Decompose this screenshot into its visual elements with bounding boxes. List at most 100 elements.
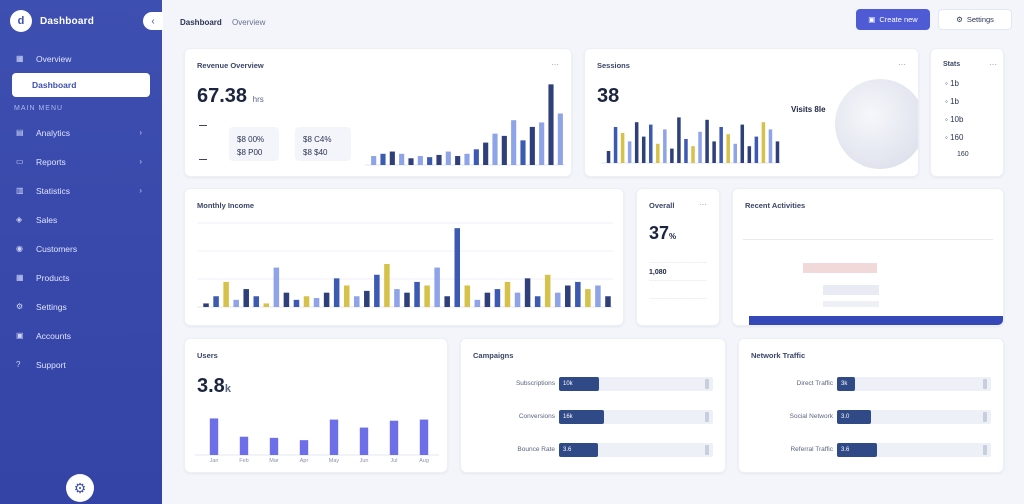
table-scrollbar[interactable] bbox=[749, 316, 1004, 325]
chart-bar[interactable] bbox=[314, 298, 320, 307]
chart-bar[interactable] bbox=[575, 282, 581, 307]
chart-bar[interactable] bbox=[719, 127, 723, 163]
chart-bar[interactable] bbox=[270, 438, 278, 455]
more-icon[interactable]: ⋯ bbox=[699, 200, 707, 209]
chart-bar[interactable] bbox=[324, 293, 330, 307]
chart-bar[interactable] bbox=[663, 129, 667, 163]
chart-bar[interactable] bbox=[733, 144, 737, 163]
chart-bar[interactable] bbox=[444, 296, 450, 307]
sidebar-item-sales[interactable]: ◈ Sales bbox=[0, 205, 162, 234]
chart-bar[interactable] bbox=[284, 293, 290, 307]
chart-bar[interactable] bbox=[380, 154, 385, 165]
settings-gear-icon[interactable]: ⚙ bbox=[66, 474, 94, 502]
chart-bar[interactable] bbox=[374, 275, 380, 307]
chart-bar[interactable] bbox=[203, 303, 209, 307]
brand[interactable]: d Dashboard bbox=[10, 10, 94, 32]
collapse-sidebar-button[interactable]: ‹ bbox=[143, 12, 163, 30]
sidebar-item-reports[interactable]: ▭ Reports › bbox=[0, 147, 162, 176]
chart-bar[interactable] bbox=[545, 275, 551, 307]
chart-bar[interactable] bbox=[535, 296, 541, 307]
chart-bar[interactable] bbox=[399, 154, 404, 165]
chart-bar[interactable] bbox=[642, 137, 646, 163]
sidebar-item-overview[interactable]: ▦ Overview bbox=[0, 44, 162, 73]
chart-bar[interactable] bbox=[240, 437, 248, 455]
chart-bar[interactable] bbox=[495, 289, 501, 307]
chart-bar[interactable] bbox=[605, 296, 611, 307]
chart-bar[interactable] bbox=[330, 420, 338, 455]
chart-bar[interactable] bbox=[515, 293, 521, 307]
chart-bar[interactable] bbox=[558, 113, 563, 165]
chart-bar[interactable] bbox=[364, 291, 370, 307]
more-icon[interactable]: ⋯ bbox=[551, 60, 559, 69]
chart-bar[interactable] bbox=[485, 293, 491, 307]
chart-bar[interactable] bbox=[656, 144, 660, 163]
breadcrumb-sub[interactable]: Overview bbox=[232, 18, 265, 27]
chart-bar[interactable] bbox=[741, 125, 745, 163]
chart-bar[interactable] bbox=[454, 228, 460, 307]
chart-bar[interactable] bbox=[371, 156, 376, 165]
chart-bar[interactable] bbox=[254, 296, 260, 307]
chart-bar[interactable] bbox=[520, 140, 525, 165]
more-icon[interactable]: ⋯ bbox=[898, 60, 906, 69]
breadcrumb-current[interactable]: Dashboard bbox=[180, 18, 222, 27]
sidebar-item-analytics[interactable]: ▤ Analytics › bbox=[0, 118, 162, 147]
chart-bar[interactable] bbox=[344, 286, 350, 308]
chart-bar[interactable] bbox=[726, 134, 730, 163]
more-icon[interactable]: ⋯ bbox=[989, 60, 997, 69]
chart-bar[interactable] bbox=[394, 289, 400, 307]
chart-bar[interactable] bbox=[502, 136, 507, 165]
sidebar-item-customers[interactable]: ◉ Customers bbox=[0, 234, 162, 263]
sidebar-item-dashboard[interactable]: Dashboard bbox=[12, 73, 150, 97]
chart-bar[interactable] bbox=[762, 122, 766, 163]
chart-bar[interactable] bbox=[465, 286, 471, 308]
chart-bar[interactable] bbox=[390, 421, 398, 455]
sidebar-item-statistics[interactable]: ▥ Statistics › bbox=[0, 176, 162, 205]
chart-bar[interactable] bbox=[530, 127, 535, 165]
chart-bar[interactable] bbox=[705, 120, 709, 163]
chart-bar[interactable] bbox=[474, 149, 479, 165]
chart-bar[interactable] bbox=[414, 282, 420, 307]
chart-bar[interactable] bbox=[525, 278, 531, 307]
chart-bar[interactable] bbox=[427, 157, 432, 165]
chart-bar[interactable] bbox=[684, 139, 688, 163]
chart-bar[interactable] bbox=[595, 286, 601, 308]
chart-bar[interactable] bbox=[294, 300, 300, 307]
chart-bar[interactable] bbox=[408, 158, 413, 165]
sidebar-item-products[interactable]: ▦ Products bbox=[0, 263, 162, 292]
create-new-button[interactable]: ▣ Create new bbox=[856, 9, 930, 30]
chart-bar[interactable] bbox=[243, 289, 249, 307]
chart-bar[interactable] bbox=[304, 296, 310, 307]
chart-bar[interactable] bbox=[585, 289, 591, 307]
chart-bar[interactable] bbox=[464, 154, 469, 165]
chart-bar[interactable] bbox=[614, 127, 618, 163]
chart-bar[interactable] bbox=[492, 134, 497, 165]
chart-bar[interactable] bbox=[264, 303, 270, 307]
chart-bar[interactable] bbox=[434, 268, 440, 307]
chart-bar[interactable] bbox=[621, 133, 625, 163]
chart-bar[interactable] bbox=[635, 122, 639, 163]
chart-bar[interactable] bbox=[712, 141, 716, 163]
chart-bar[interactable] bbox=[539, 122, 544, 165]
chart-bar[interactable] bbox=[628, 141, 632, 163]
chart-bar[interactable] bbox=[404, 293, 410, 307]
chart-bar[interactable] bbox=[223, 282, 229, 307]
chart-bar[interactable] bbox=[670, 149, 674, 163]
chart-bar[interactable] bbox=[418, 156, 423, 165]
chart-bar[interactable] bbox=[555, 293, 561, 307]
chart-bar[interactable] bbox=[677, 117, 681, 163]
chart-bar[interactable] bbox=[776, 141, 780, 163]
chart-bar[interactable] bbox=[390, 152, 395, 165]
chart-bar[interactable] bbox=[436, 155, 441, 165]
chart-bar[interactable] bbox=[210, 418, 218, 455]
chart-bar[interactable] bbox=[274, 268, 280, 307]
chart-bar[interactable] bbox=[769, 129, 773, 163]
chart-bar[interactable] bbox=[698, 132, 702, 163]
chart-bar[interactable] bbox=[483, 143, 488, 165]
chart-bar[interactable] bbox=[748, 146, 752, 163]
chart-bar[interactable] bbox=[511, 120, 516, 165]
chart-bar[interactable] bbox=[607, 151, 611, 163]
settings-button[interactable]: ⚙ Settings bbox=[938, 9, 1012, 30]
chart-bar[interactable] bbox=[505, 282, 511, 307]
chart-bar[interactable] bbox=[354, 296, 360, 307]
chart-bar[interactable] bbox=[334, 278, 340, 307]
